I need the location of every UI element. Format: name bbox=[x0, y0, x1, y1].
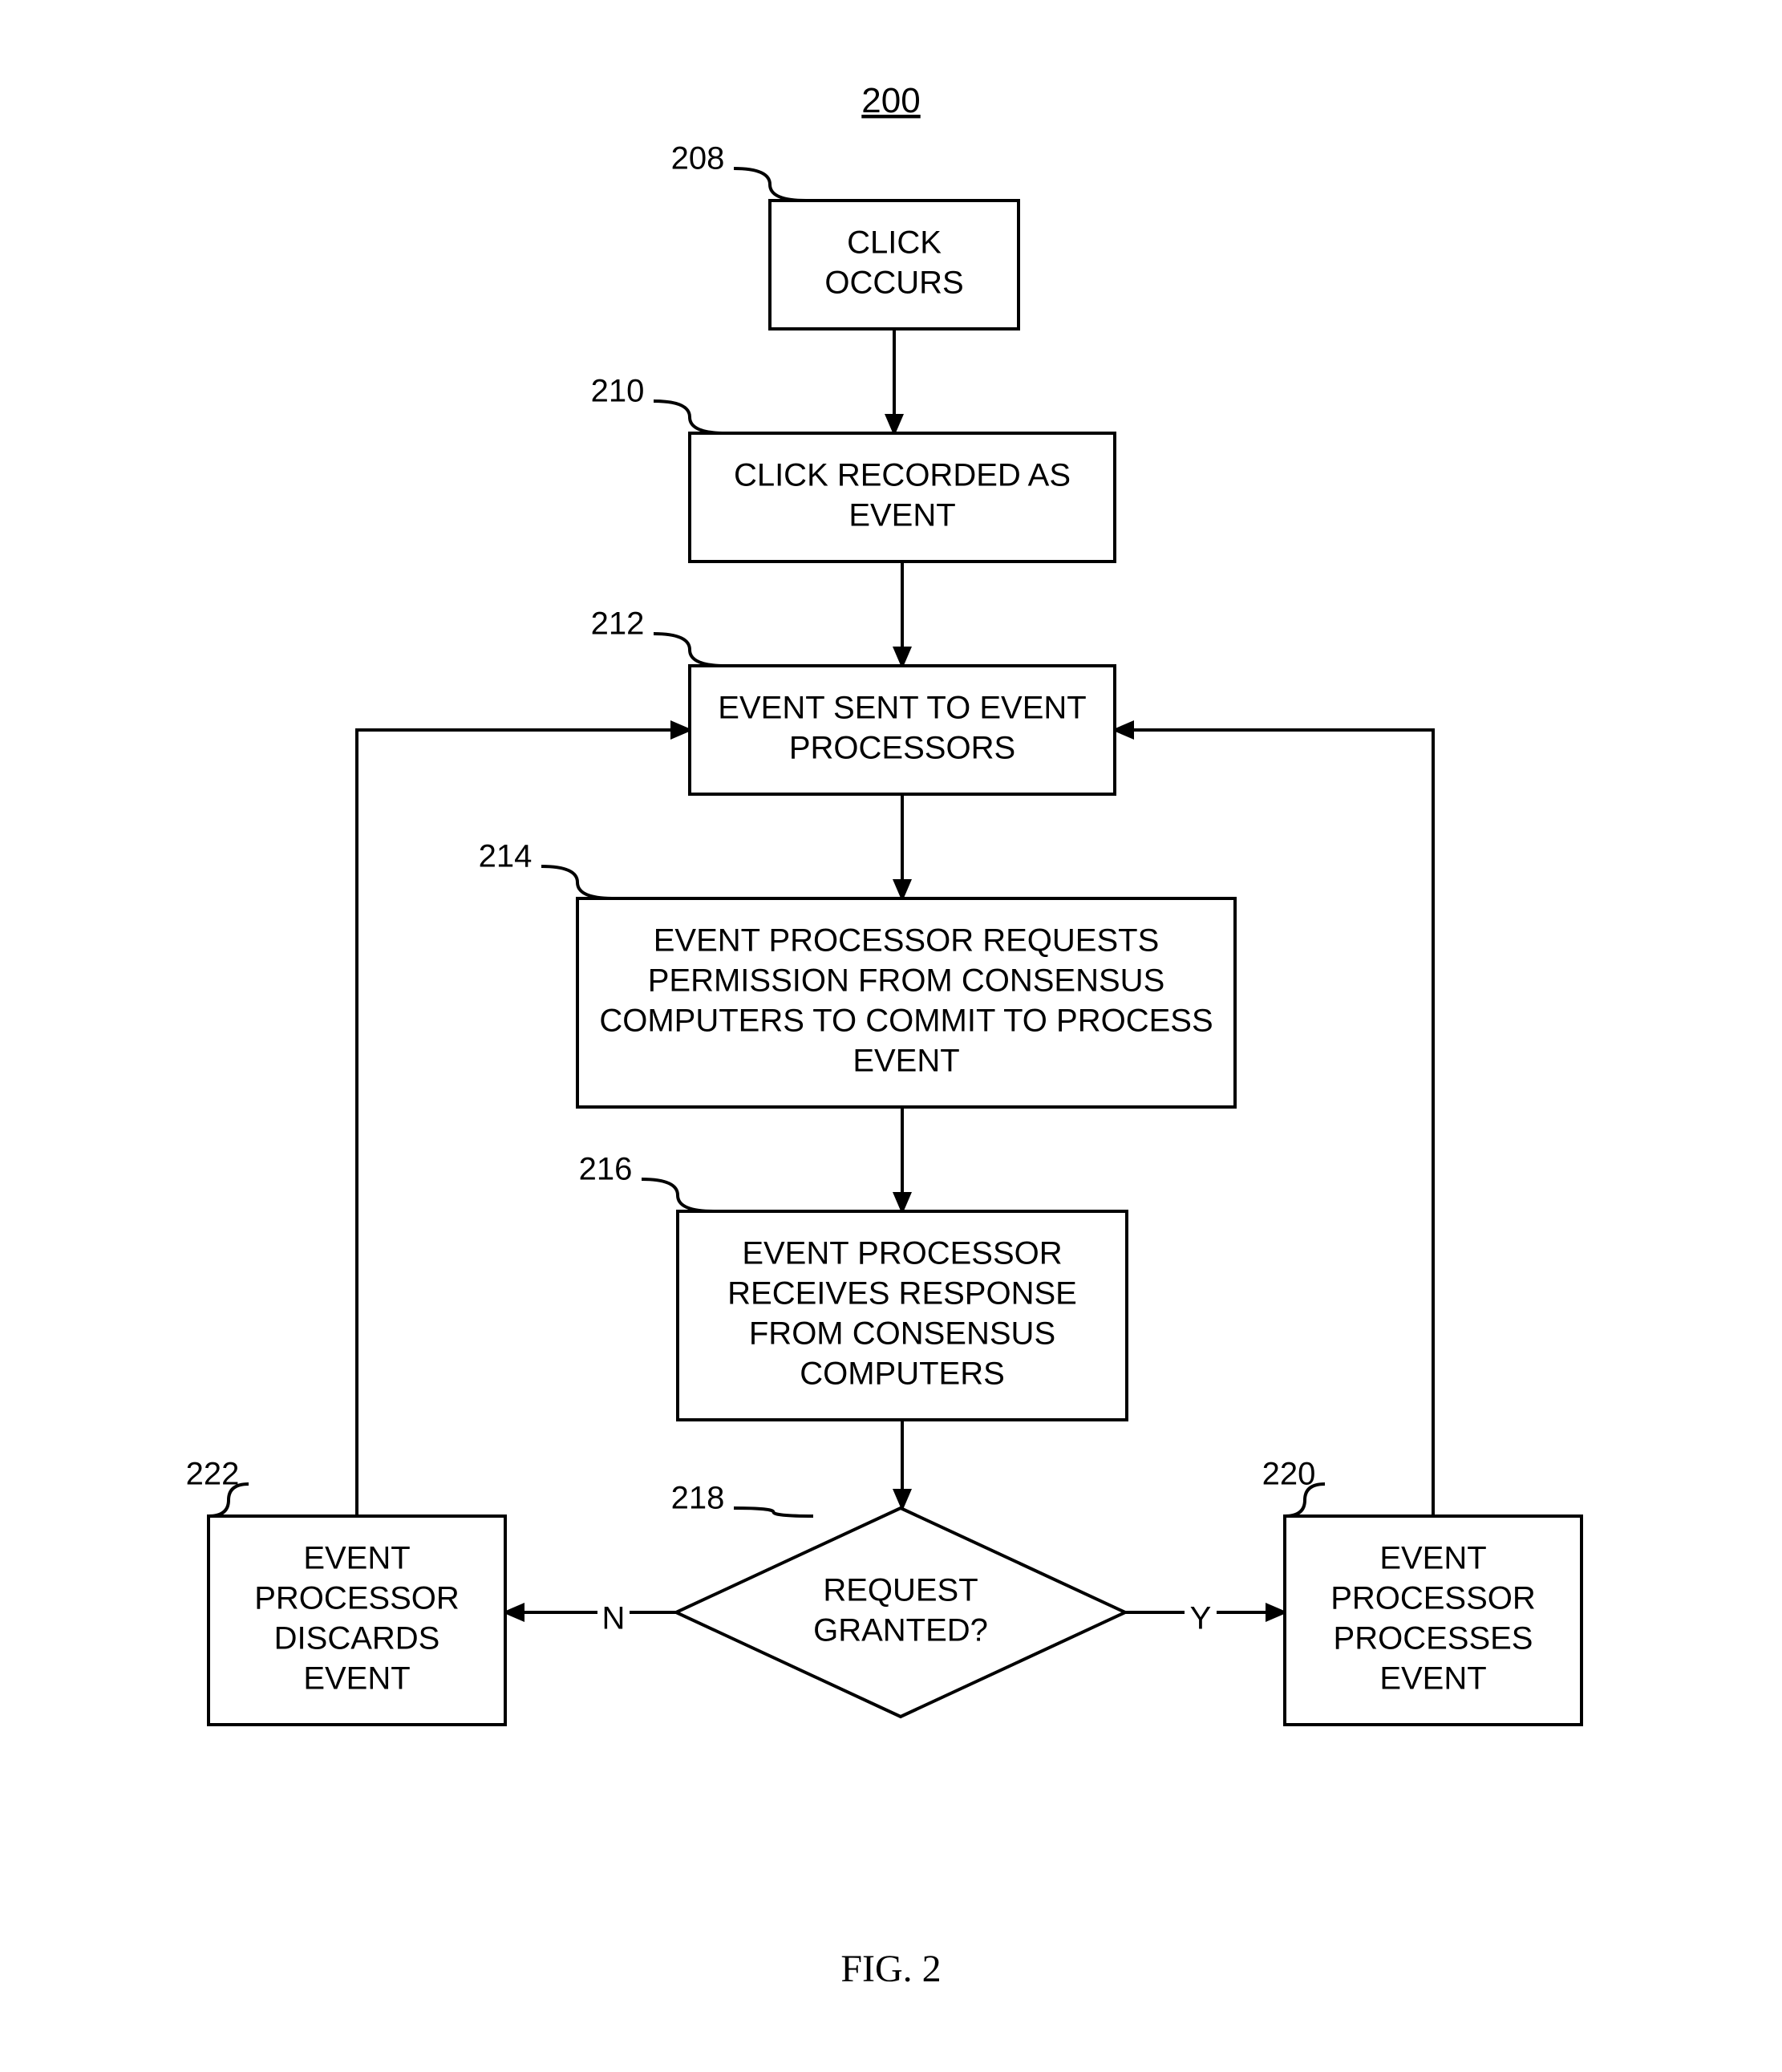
node-text-line: GRANTED? bbox=[813, 1613, 988, 1648]
node-n210: CLICK RECORDED AS EVENT 210 bbox=[591, 374, 1115, 562]
ref-number: 220 bbox=[1262, 1457, 1316, 1492]
node-text-line: EVENT PROCESSOR REQUESTS bbox=[654, 923, 1160, 959]
ref-number: 216 bbox=[579, 1152, 633, 1187]
node-text-line: CLICK RECORDED AS bbox=[734, 458, 1071, 493]
node-text-line: EVENT bbox=[303, 1541, 410, 1576]
node-n212: EVENT SENT TO EVENT PROCESSORS 212 bbox=[591, 606, 1115, 794]
ref-number: 210 bbox=[591, 374, 645, 409]
node-text-line: FROM CONSENSUS bbox=[749, 1316, 1055, 1352]
edge-label: Y bbox=[1190, 1601, 1212, 1636]
ref-number: 212 bbox=[591, 606, 645, 642]
ref-hook bbox=[734, 168, 806, 201]
node-text-line: OCCURS bbox=[824, 266, 963, 301]
node-text-line: EVENT SENT TO EVENT bbox=[718, 691, 1086, 726]
node-text-line: EVENT PROCESSOR bbox=[742, 1236, 1062, 1271]
node-text-line: PROCESSES bbox=[1334, 1621, 1533, 1656]
node-text-line: COMPUTERS bbox=[800, 1356, 1005, 1392]
ref-number: 222 bbox=[186, 1457, 240, 1492]
ref-number: 208 bbox=[671, 141, 725, 176]
node-text-line: PROCESSOR bbox=[254, 1581, 460, 1616]
node-text-line: EVENT bbox=[303, 1661, 410, 1697]
flow-arrow bbox=[1115, 730, 1433, 1516]
ref-hook bbox=[734, 1508, 813, 1516]
ref-number: 218 bbox=[671, 1481, 725, 1516]
ref-hook bbox=[642, 1179, 714, 1211]
ref-hook bbox=[654, 634, 726, 666]
node-text-line: PERMISSION FROM CONSENSUS bbox=[648, 963, 1165, 999]
node-text-line: CLICK bbox=[847, 225, 942, 261]
node-n222: EVENT PROCESSOR DISCARDS EVENT 222 bbox=[186, 1457, 505, 1725]
nodes: CLICK OCCURS 208 CLICK RECORDED AS EVENT 210 E… bbox=[186, 141, 1582, 1725]
node-text-line: DISCARDS bbox=[274, 1621, 440, 1656]
node-text-line: RECEIVES RESPONSE bbox=[727, 1276, 1077, 1312]
node-n218: REQUEST GRANTED? 218 bbox=[671, 1481, 1125, 1717]
node-text-line: EVENT bbox=[1379, 1661, 1486, 1697]
figure-caption: FIG. 2 bbox=[840, 1948, 941, 1990]
node-text-line: PROCESSOR bbox=[1330, 1581, 1536, 1616]
node-n208: CLICK OCCURS 208 bbox=[671, 141, 1019, 329]
node-text-line: EVENT bbox=[1379, 1541, 1486, 1576]
node-text-line: EVENT bbox=[853, 1044, 959, 1079]
node-n214: EVENT PROCESSOR REQUESTS PERMISSION FROM … bbox=[479, 839, 1235, 1107]
ref-number: 214 bbox=[479, 839, 533, 874]
diagram-title: 200 bbox=[861, 81, 920, 120]
node-text-line: COMPUTERS TO COMMIT TO PROCESS bbox=[599, 1004, 1213, 1039]
node-text-line: EVENT bbox=[848, 498, 955, 533]
node-text-line: REQUEST bbox=[823, 1573, 978, 1608]
ref-hook bbox=[654, 401, 726, 433]
edge-label: N bbox=[602, 1601, 626, 1636]
node-text-line: PROCESSORS bbox=[789, 731, 1015, 766]
node-n220: EVENT PROCESSOR PROCESSES EVENT 220 bbox=[1262, 1457, 1582, 1725]
node-n216: EVENT PROCESSOR RECEIVES RESPONSE FROM CON… bbox=[579, 1152, 1127, 1420]
ref-hook bbox=[541, 866, 614, 898]
